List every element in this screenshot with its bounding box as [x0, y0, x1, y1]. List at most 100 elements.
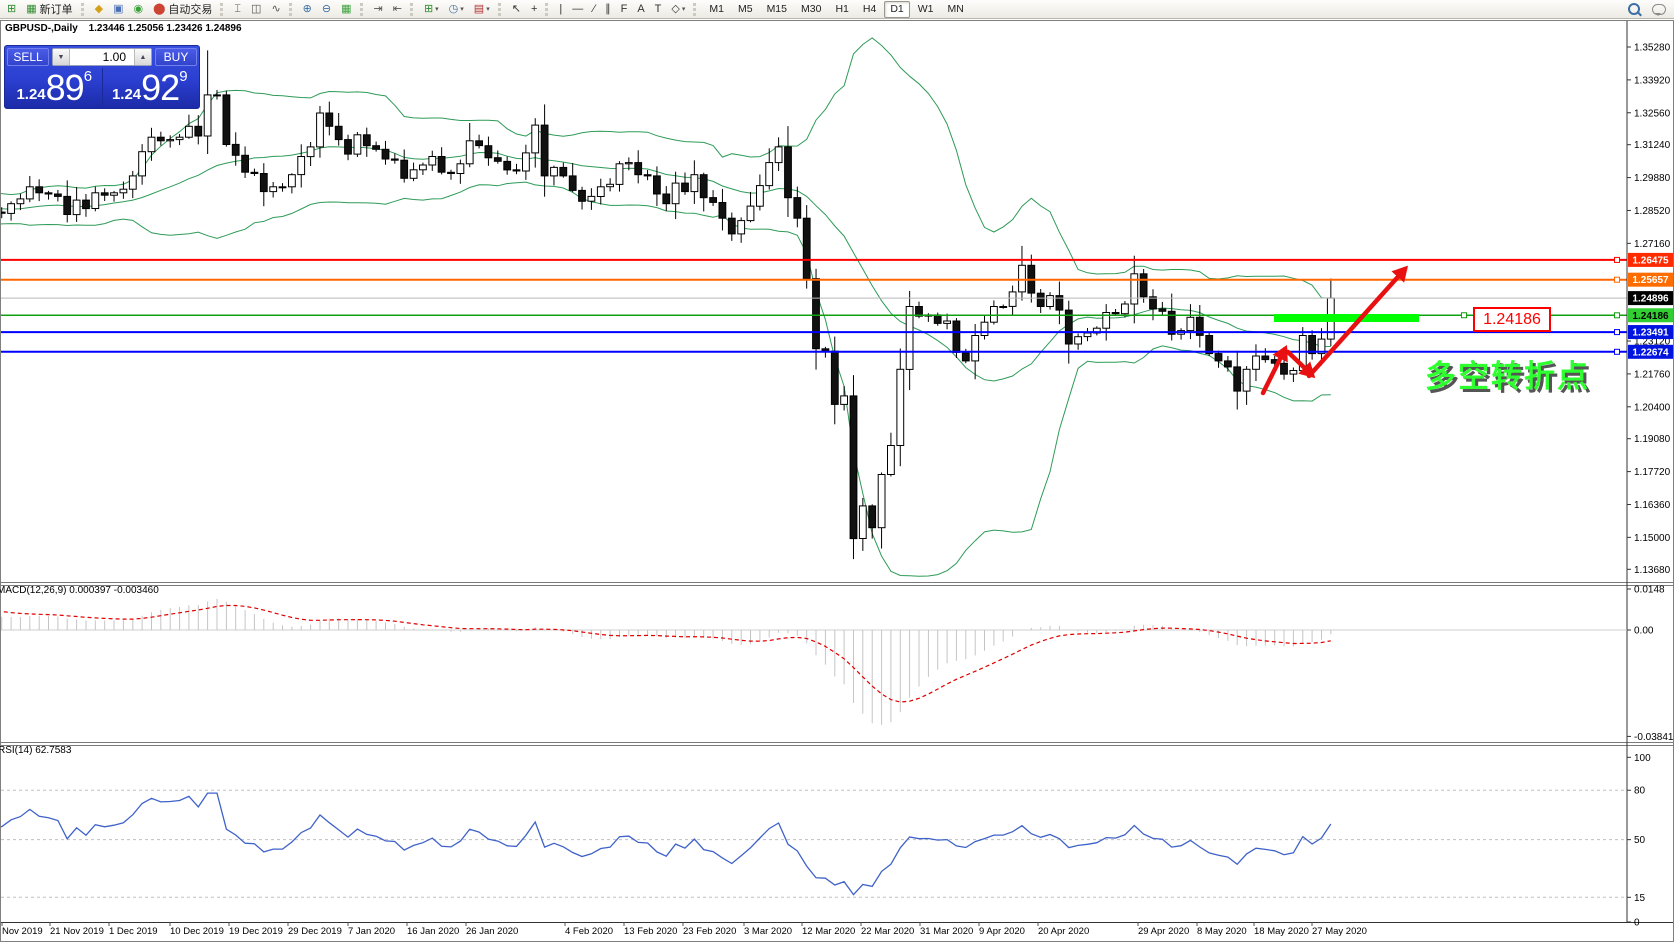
autotrading-button[interactable]: ⬤ 自动交易 [149, 0, 216, 18]
timeframe-m5[interactable]: M5 [737, 2, 753, 15]
date-label: 21 Nov 2019 [50, 926, 104, 937]
macd-tick-label: -0.038415 [1634, 732, 1673, 743]
date-axis: Nov 2019 21 Nov 2019 1 Dec 2019 10 Dec 2019… [1, 922, 1367, 937]
indicators-dropdown[interactable]: ▤ ▾ [470, 0, 494, 18]
candlestick-chart-icon: ◫ [251, 3, 262, 15]
rsi-name: RSI(14) [0, 745, 33, 756]
date-label: 13 Feb 2020 [624, 926, 677, 937]
svg-text:1.25657: 1.25657 [1632, 275, 1669, 286]
rsi-value: 62.7583 [35, 745, 72, 756]
rsi-tick-label: 15 [1634, 893, 1646, 904]
date-label: 7 Jan 2020 [348, 926, 395, 937]
timeframe-m30[interactable]: M30 [801, 2, 822, 15]
date-label: 29 Apr 2020 [1138, 926, 1189, 937]
vline-button[interactable]: | [555, 0, 566, 18]
macd-tick-label: 0.0148 [1634, 585, 1665, 596]
panel-frames [1, 21, 1673, 923]
timeframe-m1[interactable]: M1 [709, 2, 724, 15]
buy-price-display[interactable]: 1.24 92 9 [103, 68, 198, 106]
timeframe-d1[interactable]: D1 [884, 0, 910, 18]
zoom-in-button[interactable]: ⊕ [299, 0, 316, 18]
timeframe-h4[interactable]: H4 [862, 2, 877, 15]
new-chart-icon: ⊞ [7, 3, 17, 15]
price-tick-label: 1.20400 [1634, 402, 1671, 413]
trendline-button[interactable]: ∕ [589, 0, 599, 18]
price-tick-label: 1.32560 [1634, 108, 1671, 119]
svg-text:1.24186: 1.24186 [1632, 311, 1669, 322]
date-label: 16 Jan 2020 [407, 926, 459, 937]
profiles-button[interactable]: ▣ [109, 0, 127, 18]
trend-arrow[interactable] [1285, 349, 1316, 379]
vline-icon: | [559, 3, 563, 15]
timeframe-m15[interactable]: M15 [766, 2, 787, 15]
line-select-marker[interactable] [1614, 256, 1620, 263]
chart-shift-icon: ⇤ [392, 3, 402, 15]
support-zone-rectangle[interactable] [1274, 314, 1419, 322]
rsi-line [1, 792, 1332, 896]
bar-chart-button[interactable]: ⌶ [230, 0, 245, 18]
channel-button[interactable]: ∥ [601, 0, 615, 18]
shapes-icon: ◇ [671, 3, 680, 15]
styler-icon: ◆ [94, 3, 104, 15]
chart-canvas[interactable]: 1.35280 1.33920 1.32560 1.31240 1.29880 1.285… [1, 21, 1673, 941]
timeframe-w1[interactable]: W1 [917, 2, 934, 15]
trend-arrow[interactable] [1260, 344, 1288, 396]
chart-shift-button[interactable]: ⇤ [389, 0, 406, 18]
line-select-marker[interactable] [1614, 276, 1620, 283]
candlestick-chart-button[interactable]: ◫ [247, 0, 265, 18]
zoom-out-icon: ⊖ [321, 3, 332, 15]
trend-arrow[interactable] [1306, 265, 1409, 379]
styler-button[interactable]: ◆ [91, 0, 107, 18]
volume-input[interactable] [70, 49, 134, 65]
tile-windows-button[interactable]: ▦ [337, 0, 355, 18]
volume-increase-button[interactable]: ▲ [134, 49, 151, 65]
fibonacci-button[interactable]: F [617, 0, 632, 18]
volume-decrease-button[interactable]: ▼ [53, 49, 70, 65]
sell-button[interactable]: SELL [7, 48, 49, 66]
price-tick-label: 1.31240 [1634, 140, 1671, 151]
new-order-button[interactable]: ▦ 新订单 [22, 0, 76, 18]
line-select-marker[interactable] [1614, 329, 1620, 336]
chart-title: GBPUSD-,Daily 1.23446 1.25056 1.23426 1.… [5, 23, 242, 34]
buy-button[interactable]: BUY [155, 48, 197, 66]
price-tick-label: 1.28520 [1634, 206, 1671, 217]
line-select-marker[interactable] [1461, 312, 1467, 319]
crosshair-button[interactable]: + [527, 0, 541, 18]
buy-price-sup: 9 [179, 68, 188, 85]
date-label: Nov 2019 [2, 926, 43, 937]
label-button[interactable]: T [651, 0, 666, 18]
line-chart-button[interactable]: ∿ [267, 0, 284, 18]
signals-button[interactable]: ◉ [130, 0, 148, 18]
zoom-in-icon: ⊕ [302, 3, 312, 15]
toolbar-separator [359, 2, 366, 16]
crosshair-icon: + [530, 3, 538, 15]
hline-button[interactable]: — [568, 0, 587, 18]
svg-text:1.24896: 1.24896 [1632, 294, 1669, 305]
new-chart-button[interactable]: ⊞ [3, 0, 20, 18]
chat-icon[interactable] [1652, 3, 1666, 16]
line-select-marker[interactable] [1614, 348, 1620, 355]
timeframe-mn[interactable]: MN [947, 2, 964, 15]
line-select-marker[interactable] [1614, 312, 1620, 319]
rsi-axis: 100 80 50 15 0 [1627, 753, 1651, 929]
timeframe-h1[interactable]: H1 [835, 2, 849, 15]
sell-price-sup: 6 [83, 68, 93, 85]
price-tick-label: 1.13680 [1634, 565, 1671, 576]
auto-scroll-button[interactable]: ⇥ [370, 0, 387, 18]
text-button[interactable]: A [633, 0, 648, 18]
cursor-button[interactable]: ↖ [508, 0, 525, 18]
zoom-out-button[interactable]: ⊖ [318, 0, 335, 18]
toolbar-separator [288, 2, 295, 16]
price-badge: 1.22674 [1628, 344, 1673, 359]
channel-icon: ∥ [605, 3, 611, 15]
autotrading-icon: ⬤ [153, 3, 166, 15]
sell-price-display[interactable]: 1.24 89 6 [7, 68, 103, 106]
price-tick-label: 1.35280 [1634, 43, 1671, 54]
search-icon[interactable] [1628, 3, 1640, 15]
date-label: 18 May 2020 [1254, 926, 1309, 937]
shapes-dropdown[interactable]: ◇ ▾ [667, 0, 689, 18]
periods-dropdown[interactable]: ◷ ▾ [445, 0, 468, 18]
text-icon: A [637, 3, 645, 15]
new-chart-dropdown[interactable]: ⊞ ▾ [420, 0, 443, 18]
